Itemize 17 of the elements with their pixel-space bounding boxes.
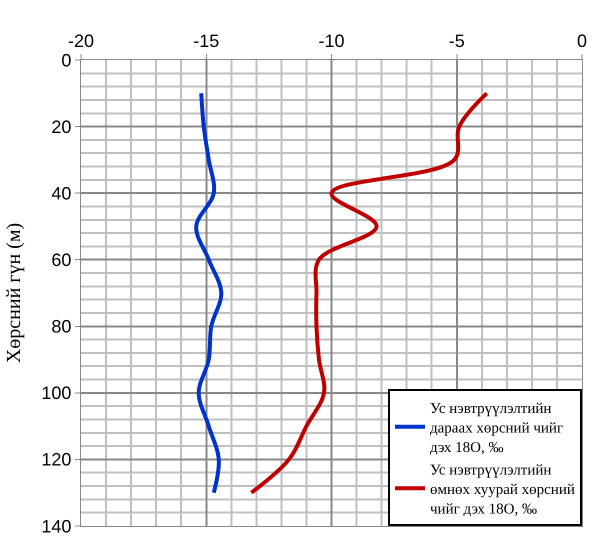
legend-label: Ус нэвтрүүлэлтийн өмнөх хуурай хөрсний чийг дэх 18O, ‰ bbox=[430, 462, 575, 518]
line-series bbox=[194, 91, 224, 495]
y-axis-title: Хөрсний гүн (м) bbox=[2, 222, 25, 364]
y-tick-label: 120 bbox=[41, 450, 72, 470]
x-tick-label: -20 bbox=[68, 30, 94, 51]
y-tick-label: 0 bbox=[61, 50, 72, 70]
y-tick-label: 100 bbox=[41, 383, 72, 404]
x-tick-label: 0 bbox=[576, 30, 588, 51]
legend-label: Ус нэвтрүүлэлтийн дараах хөрсний чийг дэх 18O, ‰ bbox=[430, 401, 564, 456]
y-tick-label: 60 bbox=[51, 250, 72, 270]
y-tick-label: 40 bbox=[51, 183, 72, 204]
x-tick-label: -10 bbox=[318, 30, 345, 51]
x-tick-label: -5 bbox=[448, 30, 465, 51]
y-tick-label: 20 bbox=[51, 116, 72, 137]
x-tick-label: -15 bbox=[193, 30, 220, 51]
y-tick-label: 80 bbox=[51, 316, 72, 337]
y-tick-label: 140 bbox=[41, 516, 72, 536]
